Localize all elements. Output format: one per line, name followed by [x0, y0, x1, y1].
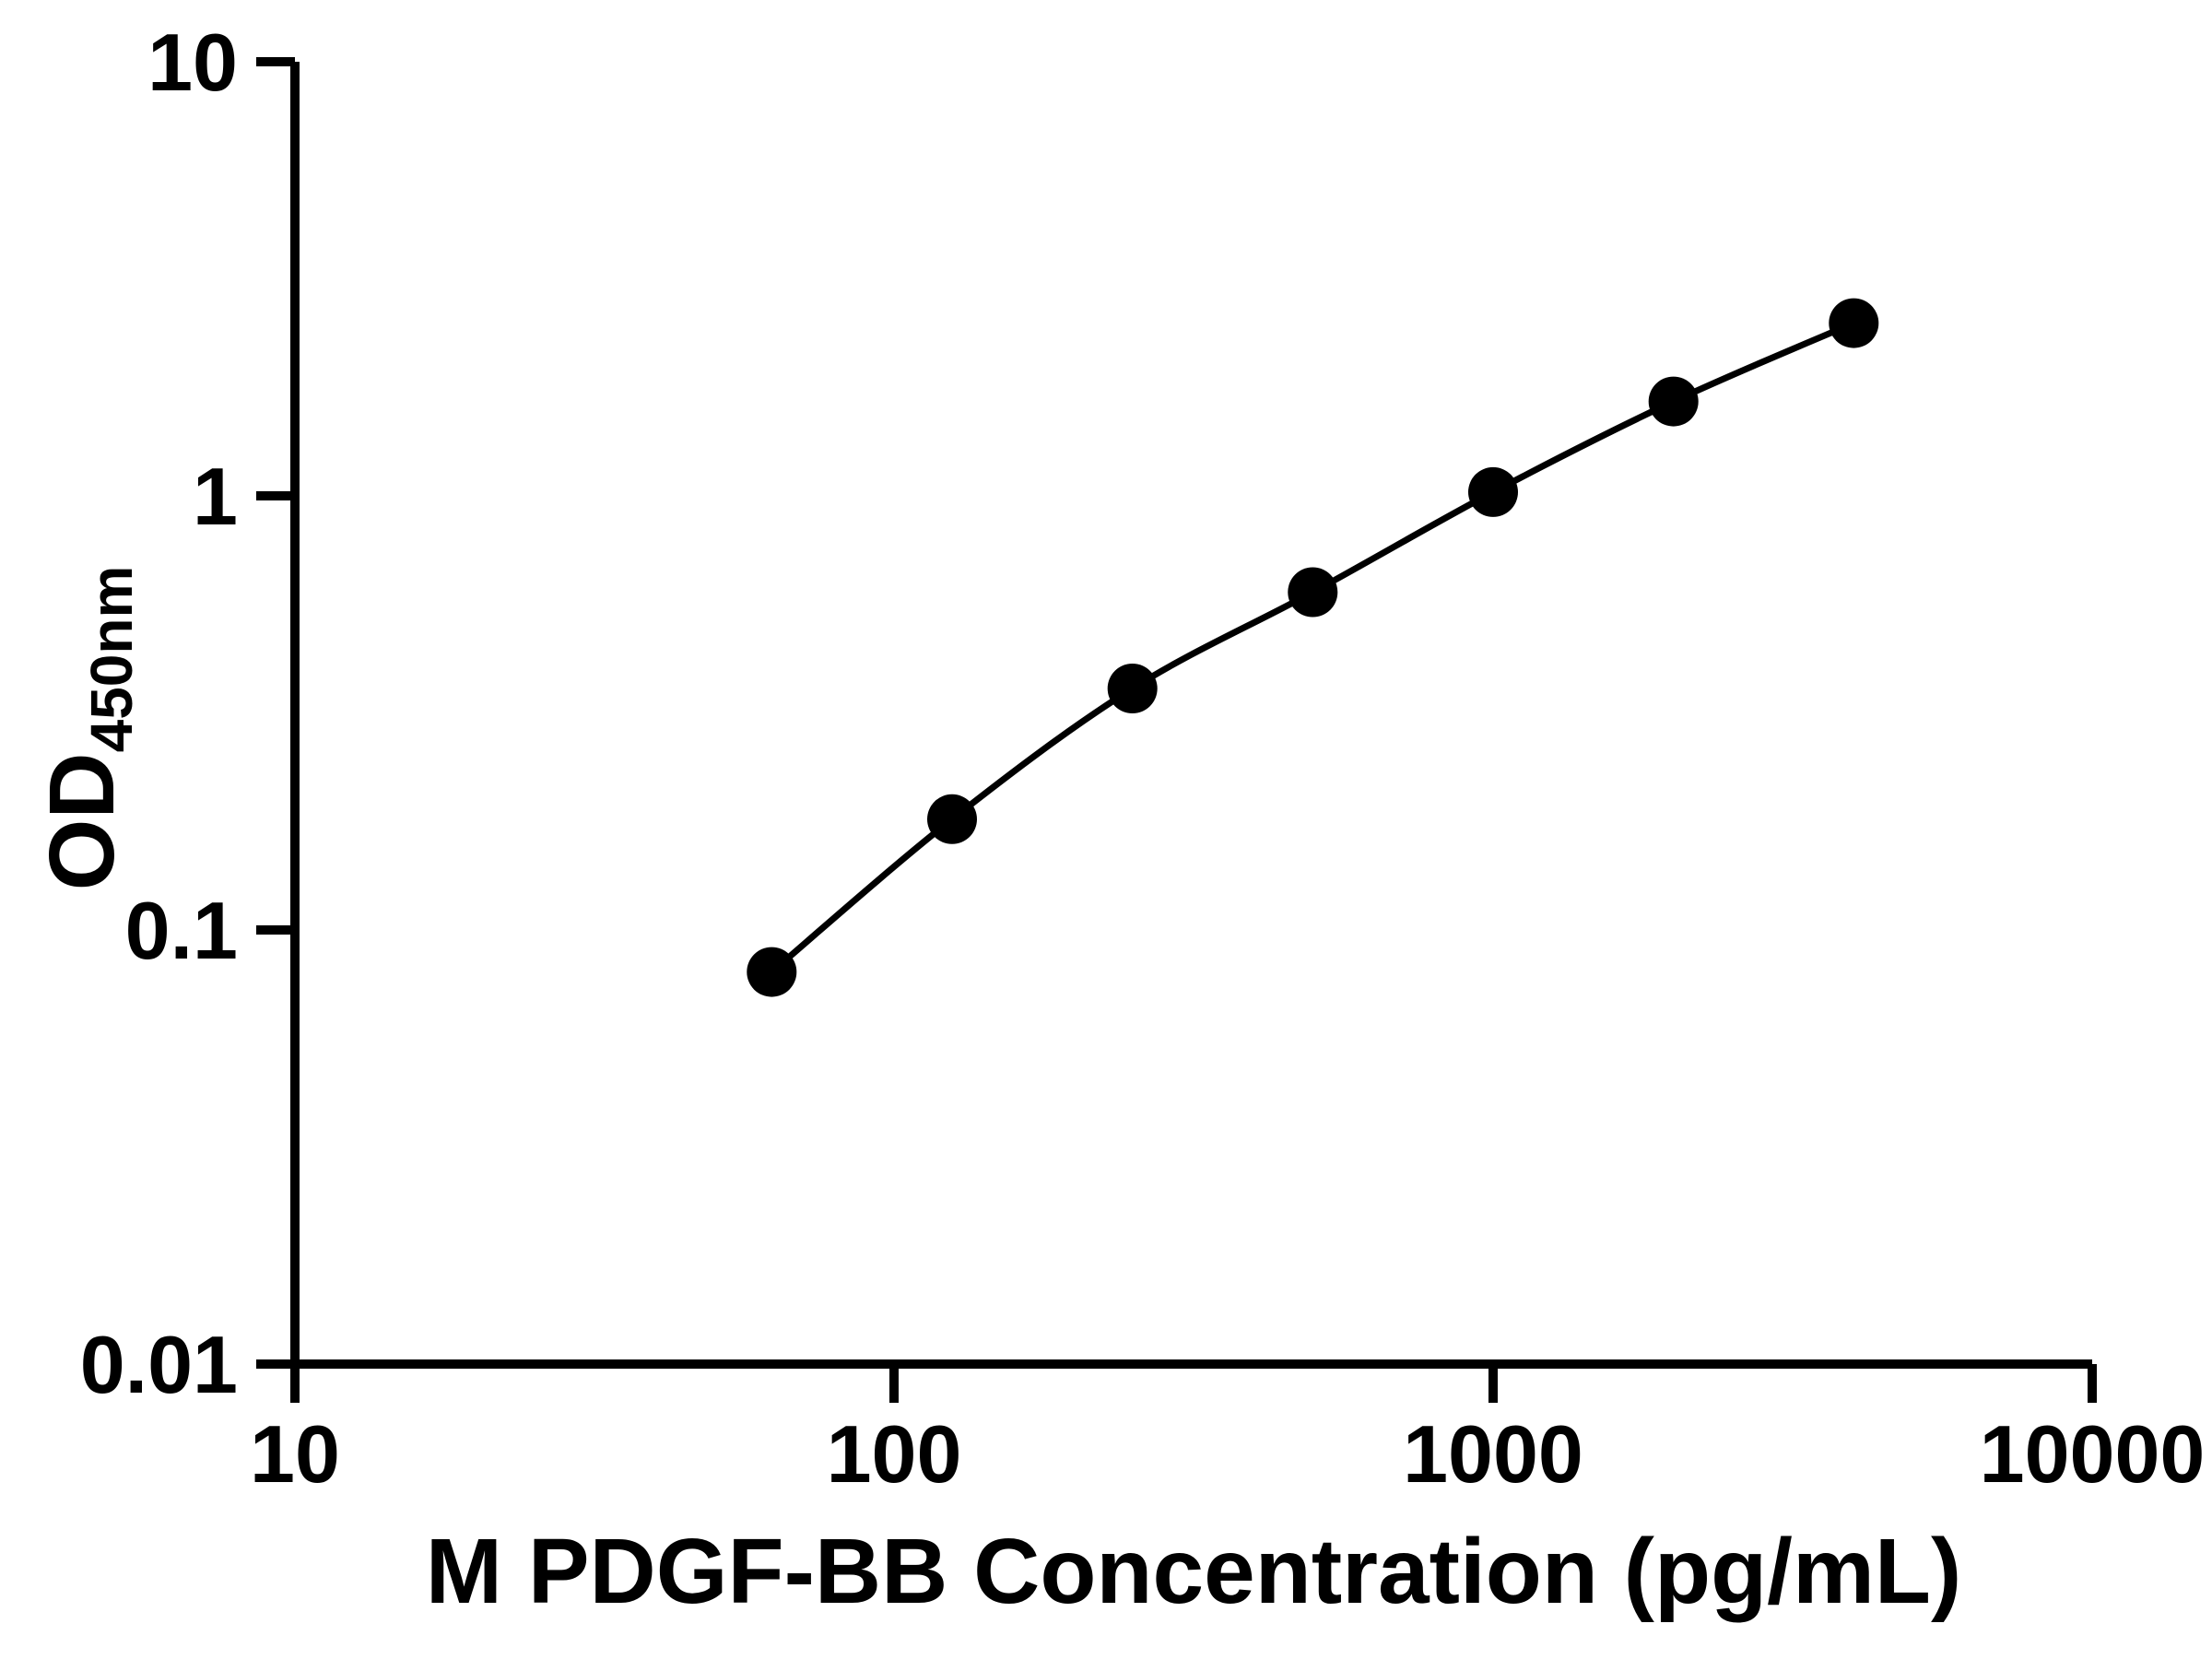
data-point — [1288, 567, 1338, 618]
x-tick-label: 10 — [250, 1408, 340, 1500]
y-tick-label: 10 — [147, 17, 238, 108]
x-tick-label: 10000 — [1980, 1408, 2206, 1500]
data-point — [1829, 298, 1879, 348]
data-point — [1107, 664, 1158, 713]
x-axis-title: M PDGF-BB Concentration (pg/mL) — [425, 1520, 1962, 1623]
standard-curve-line — [770, 320, 1855, 975]
y-axis-title: OD450nm — [29, 566, 146, 891]
data-point — [927, 794, 977, 844]
y-tick-label: 1 — [193, 451, 238, 542]
y-axis-title-main: OD — [30, 752, 134, 891]
data-point — [747, 947, 797, 997]
y-tick-label: 0.01 — [80, 1319, 238, 1410]
y-axis-title-subscript: 450nm — [78, 565, 145, 753]
x-tick-label: 1000 — [1403, 1408, 1583, 1500]
x-tick-label: 100 — [827, 1408, 962, 1500]
data-point — [1648, 376, 1699, 427]
y-tick-label: 0.1 — [125, 885, 238, 976]
data-point — [1468, 466, 1518, 517]
axis-lines — [290, 62, 2092, 1369]
